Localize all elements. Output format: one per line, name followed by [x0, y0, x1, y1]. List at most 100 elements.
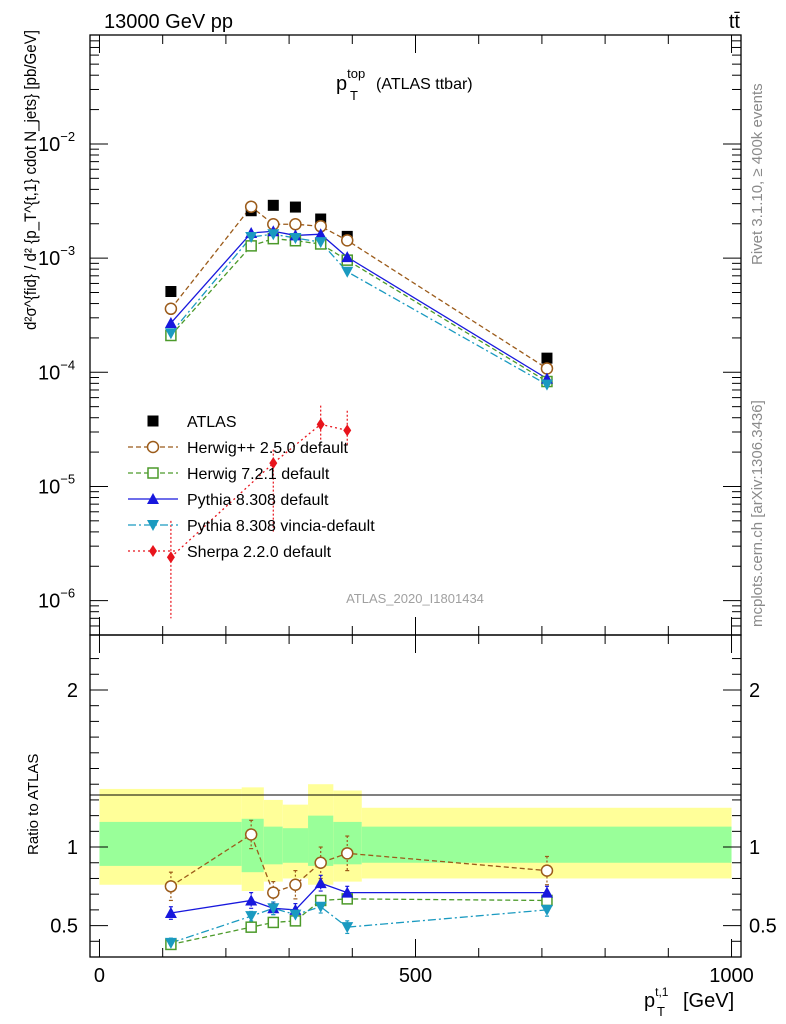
legend-marker-herwig-7-2-1-default	[147, 467, 159, 479]
y-tick-label-ratio-right: 1	[749, 837, 760, 859]
ratio-line-pythia-8-308-vincia-default	[170, 906, 548, 944]
x-axis-label-unit: [GeV]	[683, 990, 734, 1012]
data-point-pythia-8-308-vincia-default	[164, 328, 177, 340]
data-point-pythia-8-308-default	[314, 228, 327, 240]
data-point-sherpa-2-2-0-default	[316, 418, 325, 431]
x-axis-label-sup: t,1	[655, 985, 669, 999]
mcplots-label-text: mcplots.cern.ch [arXiv:1306.3436]	[749, 400, 766, 627]
data-point-herwig-2-5-0-default	[164, 302, 178, 316]
ratio-band-inner-3	[282, 828, 309, 863]
ratio-point-pythia-8-308-default	[164, 907, 177, 919]
y-tick-label-main: 10−5	[38, 471, 75, 498]
data-point-herwig-2-5-0-default	[244, 200, 258, 213]
ratio-point-herwig-2-5-0-default	[314, 856, 327, 870]
y-tick-label-main: 10−2	[38, 129, 75, 156]
data-point-pythia-8-308-default	[164, 317, 177, 329]
y-tick-label-exp: −6	[60, 586, 75, 601]
ratio-point-herwig-2-5-0-default	[340, 847, 354, 860]
data-point-pythia-8-308-vincia-default	[540, 379, 553, 391]
data-point-atlas	[541, 352, 553, 364]
y-axis-label-ratio-text: Ratio to ATLAS	[25, 754, 42, 855]
ratio-point-pythia-8-308-vincia-default	[540, 904, 553, 916]
ratio-point-herwig-2-5-0-default	[267, 886, 280, 899]
ratio-point-pythia-8-308-vincia-default	[341, 922, 354, 934]
legend-label-pythia-8-308-default: Pythia 8.308 default	[187, 492, 329, 509]
ratio-point-pythia-8-308-vincia-default	[314, 901, 327, 913]
data-point-atlas	[289, 201, 301, 213]
legend-marker-sherpa-2-2-0-default	[149, 545, 157, 557]
ratio-point-herwig-7-2-1-default	[245, 921, 257, 933]
y-tick-label-exp: −3	[60, 243, 75, 258]
plot-title-main: p	[336, 73, 347, 95]
ratio-point-herwig-2-5-0-default	[164, 880, 178, 893]
legend-label-sherpa-2-2-0-default: Sherpa 2.2.0 default	[187, 544, 332, 561]
y-tick-label-base: 10	[38, 476, 60, 498]
ratio-point-pythia-8-308-default	[245, 894, 258, 906]
ratio-point-herwig-2-5-0-default	[540, 864, 554, 877]
legend-marker-herwig-2-5-0-default	[146, 440, 160, 454]
data-point-sherpa-2-2-0-default	[166, 551, 175, 564]
plot-title-sub: T	[350, 88, 358, 103]
data-point-pythia-8-308-default	[341, 251, 354, 263]
ratio-point-herwig-2-5-0-default	[244, 828, 258, 841]
ratio-point-pythia-8-308-default	[341, 886, 354, 898]
data-point-pythia-8-308-vincia-default	[314, 237, 327, 249]
ratio-band-inner-0	[99, 821, 242, 866]
legend-marker-pythia-8-308-default	[147, 493, 159, 504]
ratio-point-pythia-8-308-vincia-default	[164, 937, 177, 949]
data-point-sherpa-2-2-0-default	[269, 457, 278, 470]
legend-label-herwig-2-5-0-default: Herwig++ 2.5.0 default	[187, 440, 349, 457]
analysis-id: ATLAS_2020_I1801434	[346, 591, 484, 606]
y-tick-label-exp: −4	[60, 357, 75, 372]
mcplots-label: mcplots.cern.ch [arXiv:1306.3436]	[749, 400, 766, 627]
ratio-point-pythia-8-308-vincia-default	[289, 909, 302, 921]
legend-marker-atlas	[147, 415, 159, 427]
data-point-herwig-2-5-0-default	[340, 234, 354, 247]
ratio-point-pythia-8-308-default	[540, 886, 553, 898]
ratio-point-pythia-8-308-vincia-default	[267, 903, 280, 915]
y-tick-label-base: 10	[38, 248, 60, 270]
data-point-pythia-8-308-vincia-default	[289, 233, 302, 245]
plot-title-sup: top	[347, 66, 365, 81]
energy-label: 13000 GeV pp	[104, 11, 233, 33]
y-tick-label-ratio-right: 0.5	[749, 916, 777, 938]
legend-label-atlas: ATLAS	[187, 414, 237, 431]
ratio-point-pythia-8-308-vincia-default	[245, 911, 258, 923]
data-point-atlas	[165, 286, 177, 298]
ratio-point-pythia-8-308-default	[314, 877, 327, 889]
legend-label-herwig-7-2-1-default: Herwig 7.2.1 default	[187, 466, 330, 483]
data-point-herwig-2-5-0-default	[540, 362, 554, 375]
ratio-line-herwig-7-2-1-default	[170, 898, 547, 946]
x-axis-label: pt,1 T [GeV]	[644, 985, 734, 1019]
y-tick-label-ratio-left: 1	[67, 837, 78, 859]
x-axis-label-sub: T	[657, 1004, 665, 1019]
y-tick-label-ratio-left: 2	[67, 680, 78, 702]
rivet-label-text: Rivet 3.1.10, ≥ 400k events	[749, 83, 766, 265]
y-tick-label-main: 10−6	[38, 586, 75, 613]
ratio-line-pythia-8-308-default	[170, 882, 547, 914]
data-point-sherpa-2-2-0-default	[343, 424, 352, 437]
y-tick-label-ratio-left: 0.5	[50, 916, 78, 938]
x-tick-label: 500	[399, 965, 432, 987]
x-axis-label-main: p	[644, 990, 655, 1012]
y-axis-label-main-text: d²σ^{fid} / d² {p_T^{t,1} cdot N_jets} […	[21, 30, 40, 330]
data-point-pythia-8-308-vincia-default	[245, 232, 258, 244]
data-point-herwig-2-5-0-default	[289, 217, 302, 231]
y-axis-label-ratio: Ratio to ATLAS	[25, 754, 42, 855]
x-tick-label: 1000	[709, 965, 754, 987]
y-tick-label-main: 10−3	[38, 243, 75, 270]
y-tick-label-base: 10	[38, 134, 60, 156]
x-tick-label: 0	[94, 965, 105, 987]
data-point-pythia-8-308-vincia-default	[341, 266, 354, 278]
y-tick-label-exp: −5	[60, 471, 75, 486]
data-point-atlas	[315, 213, 327, 225]
y-tick-label-exp: −2	[60, 129, 75, 144]
y-tick-label-ratio-right: 2	[749, 680, 760, 702]
process-label: tt̄	[729, 11, 741, 33]
y-axis-label-main: d²σ^{fid} / d² {p_T^{t,1} cdot N_jets} […	[21, 30, 40, 330]
legend-label-pythia-8-308-vincia-default: Pythia 8.308 vincia-default	[187, 518, 375, 535]
data-point-pythia-8-308-vincia-default	[267, 229, 280, 241]
rivet-label: Rivet 3.1.10, ≥ 400k events	[749, 83, 766, 265]
y-tick-label-main: 10−4	[38, 357, 75, 384]
